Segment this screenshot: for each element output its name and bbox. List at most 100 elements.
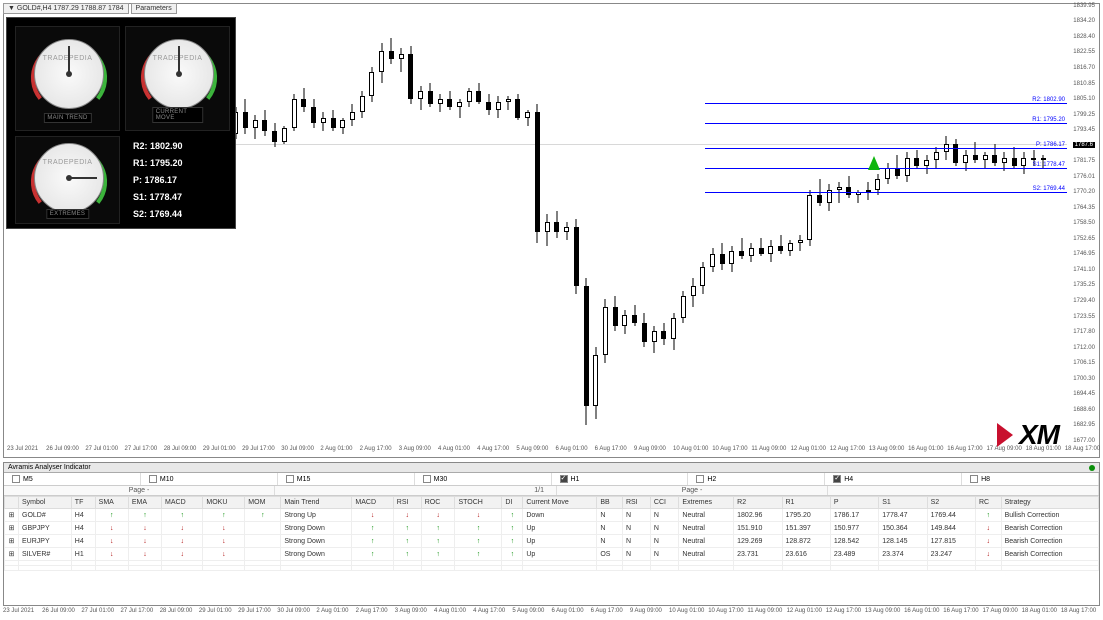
expand-toggle[interactable]: ⊞ bbox=[5, 522, 19, 535]
cell-rsi: N bbox=[622, 535, 650, 548]
time-tick: 16 Aug 01:00 bbox=[904, 608, 939, 614]
tf-cell-m10[interactable]: M10 bbox=[141, 473, 278, 485]
price-tick: 1752.65 bbox=[1073, 236, 1095, 242]
chart-area[interactable]: R2: 1802.90R1: 1795.20P: 1786.17S1: 1778… bbox=[3, 3, 1100, 458]
checkbox-icon[interactable] bbox=[696, 475, 704, 483]
checkbox-icon[interactable] bbox=[12, 475, 20, 483]
col-header[interactable]: Current Move bbox=[523, 497, 597, 509]
price-tick: 1741.10 bbox=[1073, 267, 1095, 273]
chart-symbol-dropdown[interactable]: ▼ GOLD#,H4 1787.29 1788.87 1784 bbox=[3, 3, 129, 14]
page-blank bbox=[828, 486, 1099, 495]
time-tick: 30 Jul 09:00 bbox=[277, 608, 310, 614]
arrow-down-icon: ↓ bbox=[987, 525, 991, 532]
col-header[interactable]: MACD bbox=[352, 497, 393, 509]
parameters-button[interactable]: Parameters bbox=[131, 3, 177, 14]
col-header[interactable]: EMA bbox=[128, 497, 161, 509]
arrow-up-icon: ↑ bbox=[987, 512, 991, 519]
cell-main-trend: Strong Down bbox=[281, 522, 352, 535]
checkbox-icon[interactable] bbox=[149, 475, 157, 483]
col-header[interactable]: DI bbox=[502, 497, 523, 509]
time-tick: 3 Aug 09:00 bbox=[399, 446, 431, 452]
tf-cell-h8[interactable]: H8 bbox=[962, 473, 1099, 485]
checkbox-icon[interactable] bbox=[286, 475, 294, 483]
col-header[interactable]: S1 bbox=[879, 497, 927, 509]
cell-cci: N bbox=[650, 522, 679, 535]
time-tick: 29 Jul 17:00 bbox=[242, 446, 275, 452]
tf-cell-h2[interactable]: H2 bbox=[688, 473, 825, 485]
time-tick: 26 Jul 09:00 bbox=[42, 608, 75, 614]
arrow-up-icon: ↑ bbox=[110, 512, 114, 519]
table-row[interactable]: ⊞EURJPYH4↓↓↓↓Strong Down↑↑↑↑↑UpNNNNeutra… bbox=[5, 535, 1099, 548]
col-header[interactable]: RC bbox=[975, 497, 1001, 509]
tf-cell-h1[interactable]: H1 bbox=[552, 473, 689, 485]
table-row[interactable]: ⊞GOLD#H4↑↑↑↑↑Strong Up↓↓↓↓↑DownNNNNeutra… bbox=[5, 509, 1099, 522]
cell-r2: 129.269 bbox=[734, 535, 782, 548]
price-tick: 1688.60 bbox=[1073, 407, 1095, 413]
cell-current-move: Up bbox=[523, 522, 597, 535]
col-header[interactable] bbox=[5, 497, 19, 509]
time-tick: 5 Aug 09:00 bbox=[512, 608, 544, 614]
table-row[interactable]: ⊞GBPJPYH4↓↓↓↓Strong Down↑↑↑↑↑UpNNNNeutra… bbox=[5, 522, 1099, 535]
time-tick: 12 Aug 01:00 bbox=[787, 608, 822, 614]
arrow-up-icon: ↑ bbox=[511, 512, 515, 519]
checkbox-icon[interactable] bbox=[423, 475, 431, 483]
cell-extremes: Neutral bbox=[679, 535, 734, 548]
tf-label: H1 bbox=[571, 476, 580, 483]
tf-cell-m30[interactable]: M30 bbox=[415, 473, 552, 485]
tf-cell-h4[interactable]: H4 bbox=[825, 473, 962, 485]
col-header[interactable]: S2 bbox=[927, 497, 975, 509]
arrow-down-icon: ↓ bbox=[436, 512, 440, 519]
page-right[interactable]: Page - bbox=[557, 486, 828, 495]
col-header[interactable]: Main Trend bbox=[281, 497, 352, 509]
time-tick: 16 Aug 17:00 bbox=[943, 608, 978, 614]
time-tick: 26 Jul 09:00 bbox=[46, 446, 79, 452]
checkbox-icon[interactable] bbox=[560, 475, 568, 483]
col-header[interactable]: RSI bbox=[393, 497, 421, 509]
arrow-down-icon: ↓ bbox=[222, 538, 226, 545]
checkbox-icon[interactable] bbox=[970, 475, 978, 483]
gauge-extremes: TRADEPEDIA EXTREMES bbox=[15, 136, 120, 224]
col-header[interactable]: MACD bbox=[162, 497, 203, 509]
col-header[interactable]: CCI bbox=[650, 497, 679, 509]
col-header[interactable]: R2 bbox=[734, 497, 782, 509]
col-header[interactable]: MOKU bbox=[203, 497, 245, 509]
expand-toggle[interactable]: ⊞ bbox=[5, 509, 19, 522]
col-header[interactable]: SMA bbox=[95, 497, 128, 509]
time-tick: 4 Aug 17:00 bbox=[473, 608, 505, 614]
gauge-extremes-label: EXTREMES bbox=[46, 209, 89, 219]
broker-logo: XM bbox=[1019, 419, 1059, 451]
cell-strategy: Bearish Correction bbox=[1001, 522, 1098, 535]
col-header[interactable]: STOCH bbox=[455, 497, 502, 509]
cell-p: 128.542 bbox=[830, 535, 878, 548]
checkbox-icon[interactable] bbox=[833, 475, 841, 483]
price-tick: 1822.55 bbox=[1073, 49, 1095, 55]
arrow-down-icon: ↓ bbox=[405, 512, 409, 519]
col-header[interactable]: TF bbox=[71, 497, 95, 509]
page-left[interactable]: Page - bbox=[4, 486, 275, 495]
time-tick: 4 Aug 01:00 bbox=[438, 446, 470, 452]
analyser-table-wrapper[interactable]: SymbolTFSMAEMAMACDMOKUMOMMain TrendMACDR… bbox=[4, 496, 1099, 605]
table-row[interactable]: ⊞SILVER#H1↓↓↓↓Strong Down↑↑↑↑↑UpOSNNNeut… bbox=[5, 548, 1099, 561]
col-header[interactable]: MOM bbox=[245, 497, 281, 509]
expand-toggle[interactable]: ⊞ bbox=[5, 548, 19, 561]
chart-symbol-tf: GOLD#,H4 bbox=[17, 5, 52, 12]
col-header[interactable]: RSI bbox=[622, 497, 650, 509]
time-tick: 12 Aug 01:00 bbox=[791, 446, 826, 452]
price-tick: 1746.95 bbox=[1073, 251, 1095, 257]
time-tick: 6 Aug 01:00 bbox=[552, 608, 584, 614]
cell-cci: N bbox=[650, 535, 679, 548]
arrow-down-icon: ↓ bbox=[110, 551, 114, 558]
col-header[interactable]: BB bbox=[597, 497, 623, 509]
time-tick: 18 Aug 17:00 bbox=[1061, 608, 1096, 614]
col-header[interactable]: ROC bbox=[421, 497, 455, 509]
col-header[interactable]: Strategy bbox=[1001, 497, 1098, 509]
col-header[interactable]: Symbol bbox=[19, 497, 72, 509]
col-header[interactable]: R1 bbox=[782, 497, 830, 509]
col-header[interactable]: P bbox=[830, 497, 878, 509]
expand-toggle[interactable]: ⊞ bbox=[5, 535, 19, 548]
arrow-up-icon: ↑ bbox=[371, 538, 375, 545]
tf-cell-m5[interactable]: M5 bbox=[4, 473, 141, 485]
price-tick: 1677.00 bbox=[1073, 438, 1095, 444]
col-header[interactable]: Extremes bbox=[679, 497, 734, 509]
tf-cell-m15[interactable]: M15 bbox=[278, 473, 415, 485]
